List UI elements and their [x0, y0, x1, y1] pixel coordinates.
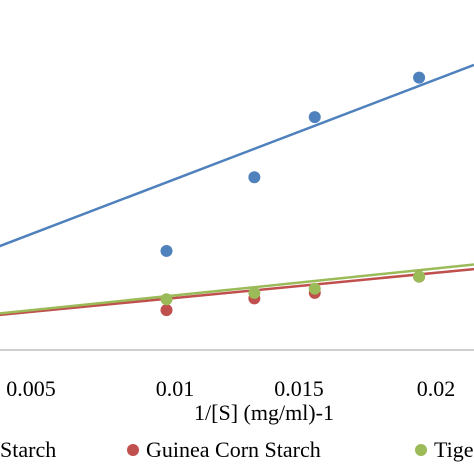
x-tick-label: 0.015	[274, 376, 324, 401]
trend-lines	[0, 63, 474, 317]
data-point-guinea-corn-starch	[160, 304, 173, 317]
legend-marker	[415, 444, 427, 456]
data-point-tige	[248, 286, 261, 299]
legend-label: Guinea Corn Starch	[146, 437, 321, 462]
data-point-starch	[248, 171, 261, 184]
x-axis-title: 1/[S] (mg/ml)-1	[194, 400, 334, 425]
data-point-starch	[413, 71, 426, 84]
x-tick-label: 0.02	[417, 376, 456, 401]
legend-item-starch: Starch	[0, 437, 56, 462]
data-point-tige	[160, 293, 173, 306]
data-point-tige	[413, 270, 426, 283]
data-point-starch	[308, 111, 321, 124]
trendline-starch	[0, 63, 474, 248]
trendline-tige	[0, 263, 474, 315]
legend: Starch Guinea Corn Starch Tige	[0, 437, 474, 462]
data-points	[160, 71, 426, 317]
legend-item-guinea-corn-starch: Guinea Corn Starch	[127, 437, 321, 462]
legend-marker	[127, 444, 139, 456]
data-point-tige	[308, 282, 321, 295]
legend-label: Starch	[0, 437, 56, 462]
trendline-guinea-corn-starch	[0, 267, 474, 317]
legend-label: Tige	[434, 437, 474, 462]
x-tick-labels: 0.005 0.01 0.015 0.02	[6, 376, 455, 401]
data-point-starch	[160, 244, 173, 257]
x-tick-label: 0.005	[6, 376, 56, 401]
x-tick-label: 0.01	[156, 376, 195, 401]
legend-item-tige: Tige	[415, 437, 474, 462]
